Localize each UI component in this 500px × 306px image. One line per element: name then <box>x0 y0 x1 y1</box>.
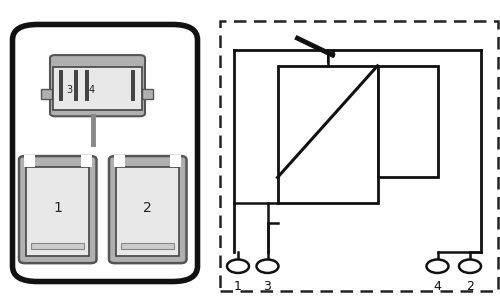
Bar <box>278 66 378 203</box>
Bar <box>85 70 89 101</box>
Bar <box>52 67 142 110</box>
Text: 3: 3 <box>66 85 72 95</box>
FancyBboxPatch shape <box>19 156 96 263</box>
Bar <box>31 243 84 249</box>
FancyBboxPatch shape <box>109 156 186 263</box>
Text: 4: 4 <box>434 280 442 293</box>
Bar <box>26 167 88 256</box>
Text: 3: 3 <box>264 280 272 293</box>
Text: 1: 1 <box>234 280 242 293</box>
Circle shape <box>426 259 448 273</box>
Text: 1: 1 <box>53 201 62 215</box>
Text: 4: 4 <box>88 85 94 95</box>
Circle shape <box>459 259 481 273</box>
Circle shape <box>256 259 278 273</box>
Bar <box>378 66 438 177</box>
Bar <box>24 155 35 167</box>
Bar <box>116 167 178 256</box>
Bar <box>74 70 78 101</box>
Text: 2: 2 <box>466 280 474 293</box>
Bar <box>170 155 181 167</box>
Text: 2: 2 <box>143 201 152 215</box>
Bar <box>80 155 92 167</box>
Bar <box>121 243 174 249</box>
Bar <box>114 155 125 167</box>
Bar <box>58 70 62 101</box>
Bar <box>131 70 135 101</box>
Bar <box>142 89 152 99</box>
Bar <box>41 89 52 99</box>
FancyBboxPatch shape <box>50 55 145 116</box>
FancyBboxPatch shape <box>12 24 198 282</box>
Bar <box>220 21 497 291</box>
Circle shape <box>227 259 249 273</box>
